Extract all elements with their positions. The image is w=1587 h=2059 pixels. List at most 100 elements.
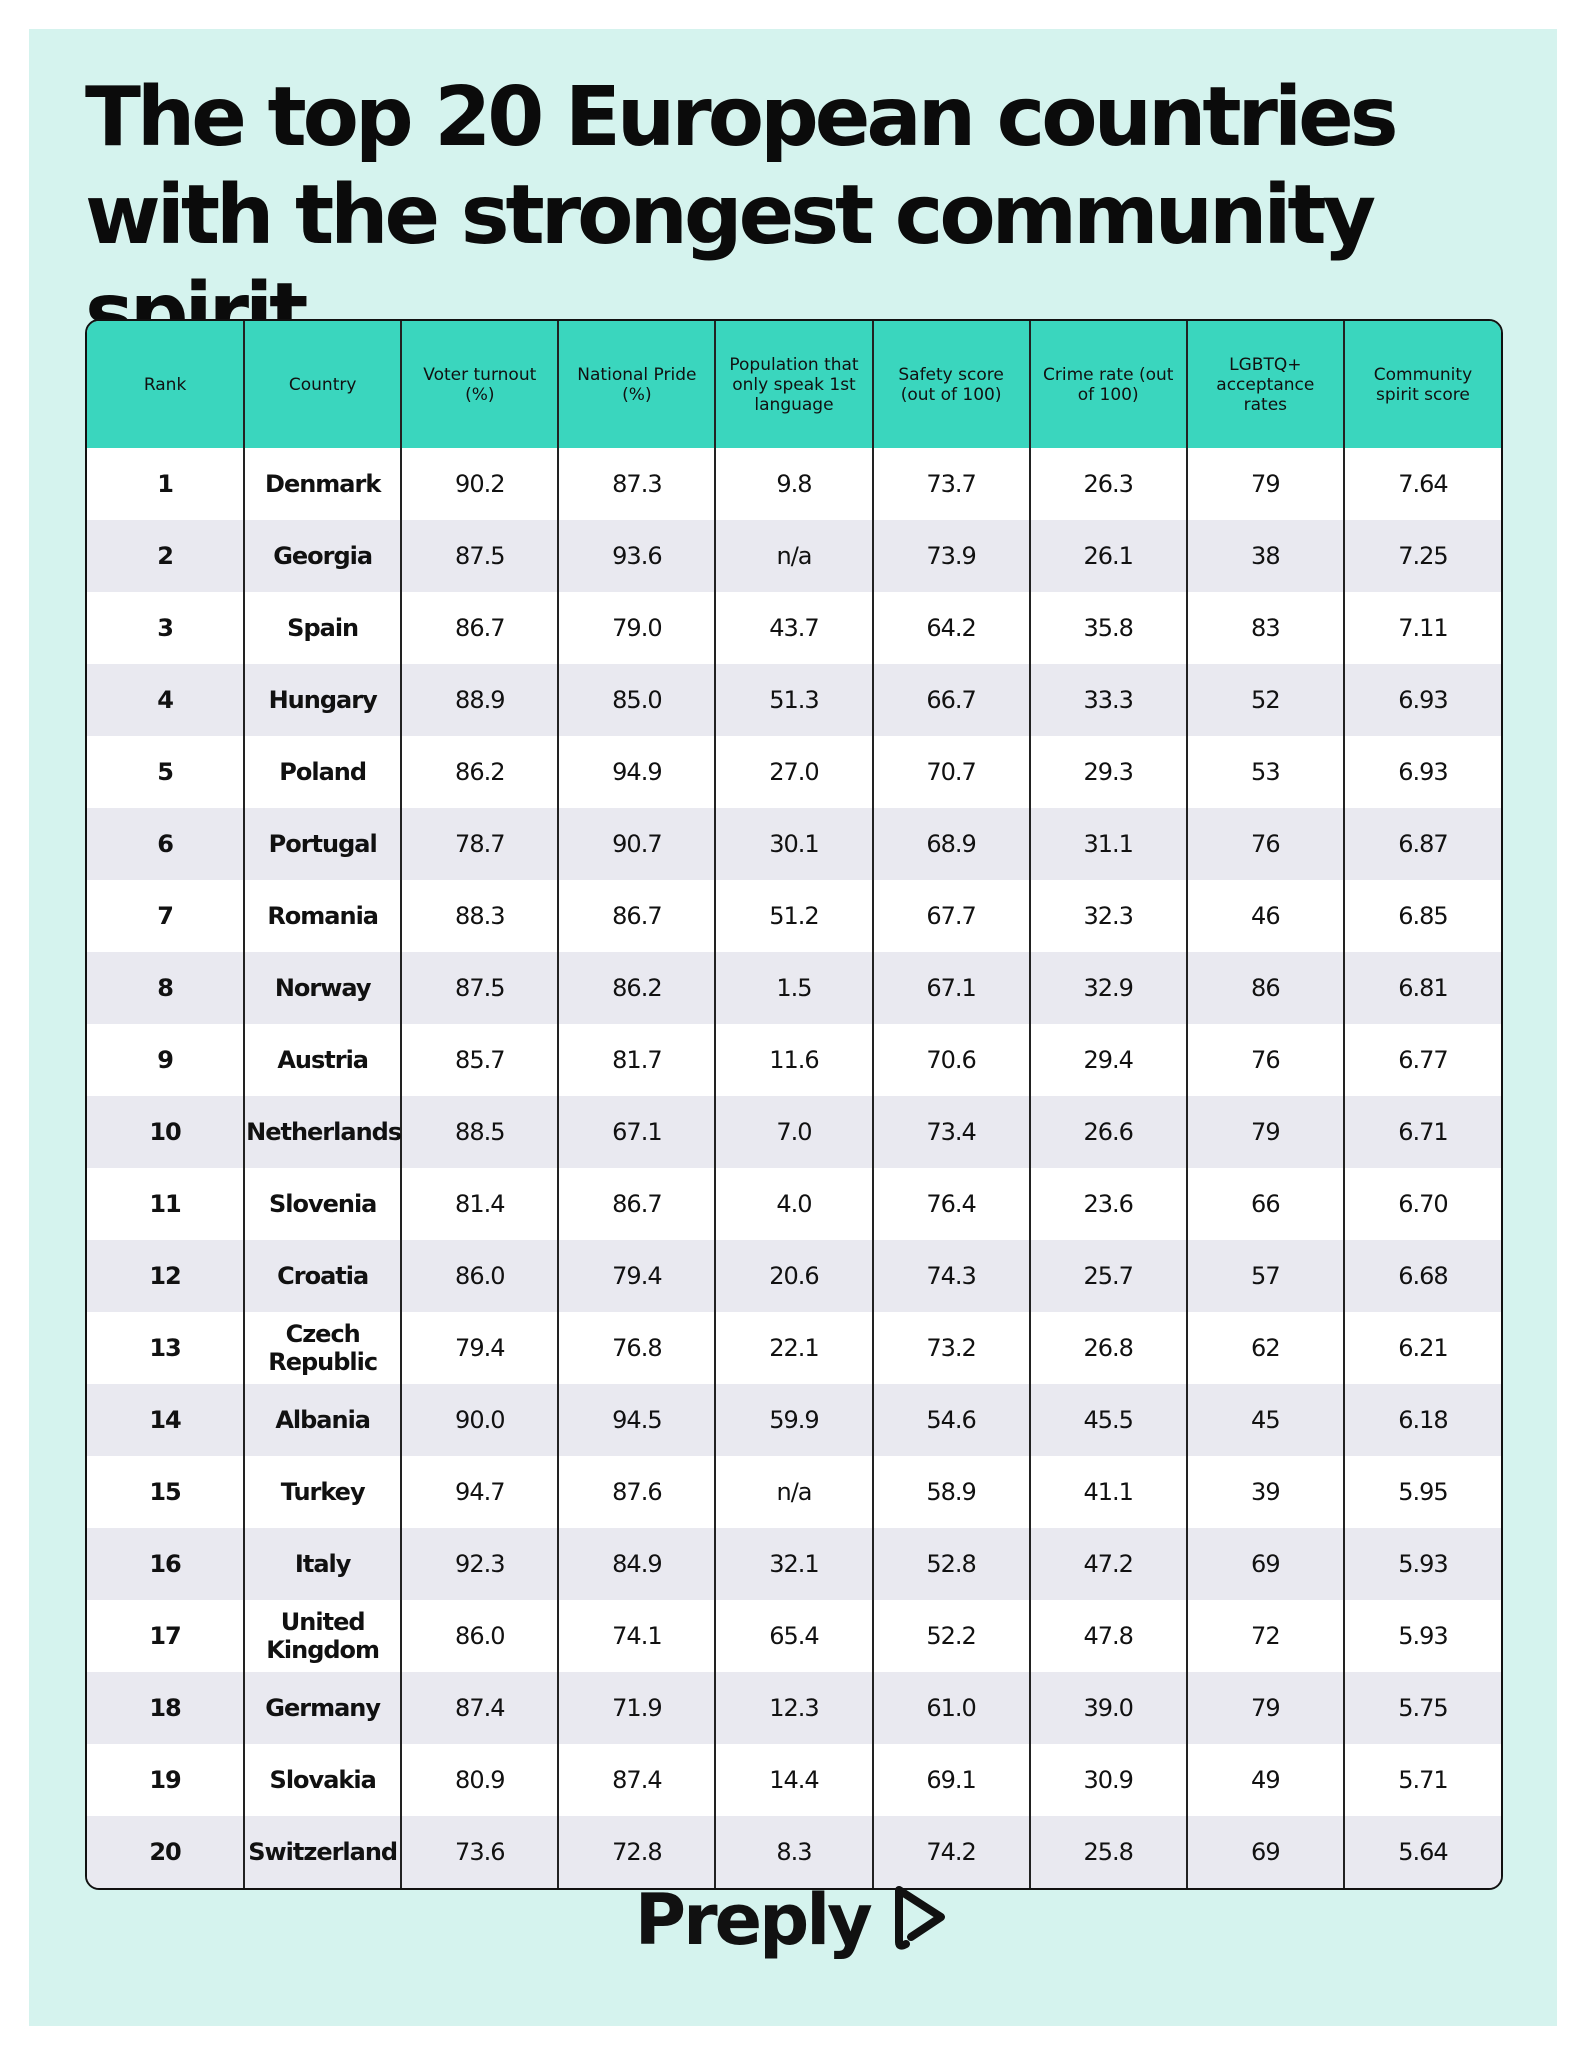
table-cell: Denmark	[243, 448, 402, 520]
column-header: Voter turnout (%)	[400, 321, 559, 448]
table-row: 5 Poland 86.2 94.9 27.0 70.7 29.3 53 6.93	[87, 736, 1501, 808]
table-cell: 73.7	[871, 448, 1030, 520]
table-cell: 59.9	[714, 1384, 873, 1456]
table-cell: 32.9	[1028, 952, 1187, 1024]
table-cell: 4	[87, 664, 245, 736]
logo-icon	[895, 1886, 946, 1950]
table-cell: 80.9	[400, 1744, 559, 1816]
table-cell: 58.9	[871, 1456, 1030, 1528]
table-cell: 8.3	[714, 1816, 873, 1888]
table-cell: 73.2	[871, 1312, 1030, 1384]
table-cell: 76	[1185, 1024, 1344, 1096]
table-cell: Portugal	[243, 808, 402, 880]
table-cell: 4.0	[714, 1168, 873, 1240]
column-header: Community spirit score	[1342, 321, 1501, 448]
table-cell: 45	[1185, 1384, 1344, 1456]
table-cell: 6.21	[1342, 1312, 1501, 1384]
table-cell: n/a	[714, 1456, 873, 1528]
table-cell: 74.1	[557, 1600, 716, 1672]
table-cell: 68.9	[871, 808, 1030, 880]
table-row: 20 Switzerland 73.6 72.8 8.3 74.2 25.8 69 5.64	[87, 1816, 1501, 1888]
table-cell: 83	[1185, 592, 1344, 664]
table-cell: 27.0	[714, 736, 873, 808]
table-cell: 6.71	[1342, 1096, 1501, 1168]
table-cell: 47.2	[1028, 1528, 1187, 1600]
table-cell: 94.5	[557, 1384, 716, 1456]
table-cell: 70.7	[871, 736, 1030, 808]
table-row: 1 Denmark 90.2 87.3 9.8 73.7 26.3 79 7.64	[87, 448, 1501, 520]
table-body: 1 Denmark 90.2 87.3 9.8 73.7 26.3 79 7.64 2 Georgi…	[87, 448, 1501, 1888]
table-cell: 64.2	[871, 592, 1030, 664]
table-row: 12 Croatia 86.0 79.4 20.6 74.3 25.7 57 6.68	[87, 1240, 1501, 1312]
table-cell: Switzerland	[243, 1816, 402, 1888]
table-cell: 7.25	[1342, 520, 1501, 592]
column-header: Safety score (out of 100)	[871, 321, 1030, 448]
table-row: 17 United Kingdom 86.0 74.1 65.4 52.2 47.8 72 5.…	[87, 1600, 1501, 1672]
table-cell: 76.4	[871, 1168, 1030, 1240]
table-cell: 62	[1185, 1312, 1344, 1384]
table-cell: 25.8	[1028, 1816, 1187, 1888]
table-cell: 8	[87, 952, 245, 1024]
table-row: 16 Italy 92.3 84.9 32.1 52.8 47.2 69 5.93	[87, 1528, 1501, 1600]
table-row: 14 Albania 90.0 94.5 59.9 54.6 45.5 45 6.18	[87, 1384, 1501, 1456]
table-cell: 23.6	[1028, 1168, 1187, 1240]
table-cell: 20	[87, 1816, 245, 1888]
table-cell: 14	[87, 1384, 245, 1456]
table-frame: Rank Country Voter turnout (%) National Pri…	[85, 319, 1503, 1890]
table-cell: 6.93	[1342, 664, 1501, 736]
table-cell: Slovenia	[243, 1168, 402, 1240]
table-cell: 69.1	[871, 1744, 1030, 1816]
table-cell: 51.2	[714, 880, 873, 952]
table-cell: 84.9	[557, 1528, 716, 1600]
logo: Preply	[29, 1879, 1557, 1961]
table-cell: 86.0	[400, 1600, 559, 1672]
table-cell: 47.8	[1028, 1600, 1187, 1672]
table-cell: 73.9	[871, 520, 1030, 592]
table-cell: 45.5	[1028, 1384, 1187, 1456]
table-cell: Netherlands	[243, 1096, 402, 1168]
table-cell: Croatia	[243, 1240, 402, 1312]
table-cell: 5.64	[1342, 1816, 1501, 1888]
table-cell: 81.4	[400, 1168, 559, 1240]
table-cell: 32.1	[714, 1528, 873, 1600]
table-cell: 72.8	[557, 1816, 716, 1888]
table-cell: 79	[1185, 1672, 1344, 1744]
table-cell: 79.0	[557, 592, 716, 664]
table-cell: 5.93	[1342, 1600, 1501, 1672]
table-cell: 52.2	[871, 1600, 1030, 1672]
table-cell: 79.4	[557, 1240, 716, 1312]
table-cell: 30.9	[1028, 1744, 1187, 1816]
table-cell: 29.3	[1028, 736, 1187, 808]
table-cell: 86.7	[557, 1168, 716, 1240]
table-cell: 71.9	[557, 1672, 716, 1744]
table-cell: 85.7	[400, 1024, 559, 1096]
table-cell: Spain	[243, 592, 402, 664]
table-cell: 90.2	[400, 448, 559, 520]
table-cell: 2	[87, 520, 245, 592]
table-cell: 7.64	[1342, 448, 1501, 520]
table-cell: 76.8	[557, 1312, 716, 1384]
table-cell: 31.1	[1028, 808, 1187, 880]
table-cell: 86.7	[557, 880, 716, 952]
column-header: Population that only speak 1st language	[714, 321, 873, 448]
table-cell: 1.5	[714, 952, 873, 1024]
table-row: 6 Portugal 78.7 90.7 30.1 68.9 31.1 76 6.87	[87, 808, 1501, 880]
column-header: Country	[243, 321, 402, 448]
table-cell: 87.5	[400, 952, 559, 1024]
table-cell: 90.7	[557, 808, 716, 880]
table-cell: Georgia	[243, 520, 402, 592]
table-cell: 86.2	[557, 952, 716, 1024]
table-cell: 18	[87, 1672, 245, 1744]
table-cell: 69	[1185, 1528, 1344, 1600]
table-cell: 26.1	[1028, 520, 1187, 592]
table-cell: Austria	[243, 1024, 402, 1096]
table-row: 15 Turkey 94.7 87.6 n/a 58.9 41.1 39 5.95	[87, 1456, 1501, 1528]
table-cell: 88.3	[400, 880, 559, 952]
table-cell: 6.68	[1342, 1240, 1501, 1312]
table-row: 7 Romania 88.3 86.7 51.2 67.7 32.3 46 6.85	[87, 880, 1501, 952]
table-cell: Poland	[243, 736, 402, 808]
table-cell: 11.6	[714, 1024, 873, 1096]
table-cell: 86.0	[400, 1240, 559, 1312]
table-cell: 66.7	[871, 664, 1030, 736]
table-cell: 16	[87, 1528, 245, 1600]
